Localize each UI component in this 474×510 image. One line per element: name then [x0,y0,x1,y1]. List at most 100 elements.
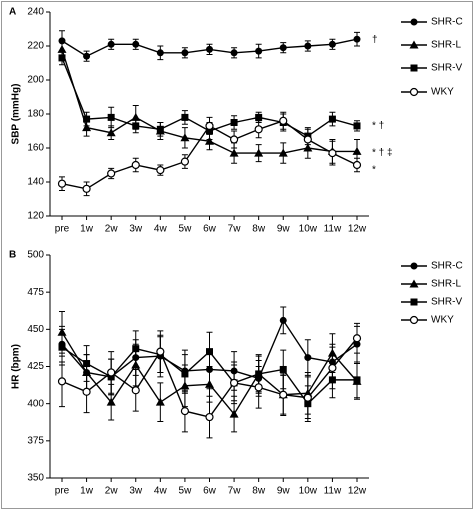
marker [352,146,362,155]
marker [254,148,264,157]
y-tick-label: 140 [27,177,44,188]
x-tick-label: 3w [129,224,143,235]
marker [230,49,238,57]
marker [255,47,263,55]
marker [132,40,140,48]
legend-label: SHR-L [431,279,461,290]
marker [328,40,336,48]
marker [82,123,92,132]
marker [156,166,165,175]
marker [303,393,312,402]
marker [353,376,361,384]
marker [229,135,239,144]
marker [107,169,116,178]
marker [107,113,115,121]
annotation: † [372,35,378,46]
marker [107,368,116,377]
panel-label: B [9,250,16,261]
marker [57,179,67,188]
marker [83,115,91,123]
marker [180,407,190,416]
y-tick-label: 425 [27,361,44,372]
marker [279,116,288,125]
x-tick-label: 4w [154,486,168,497]
marker [229,148,239,157]
marker [410,18,418,26]
marker [410,298,418,306]
marker [180,133,190,142]
x-tick-label: 9w [277,224,291,235]
y-axis-title: SBP (mmHg) [11,84,22,145]
legend-label: SHR-V [431,297,462,308]
y-tick-label: 450 [27,324,44,335]
marker [205,412,214,422]
annotation: * [372,165,376,176]
x-tick-label: pre [55,224,70,235]
marker [181,370,189,378]
marker [58,343,66,351]
marker [132,122,140,130]
marker [352,334,362,343]
legend-label: SHR-C [431,261,463,272]
x-tick-label: pre [55,486,70,497]
marker [229,409,239,418]
legend-label: SHR-L [431,40,461,51]
x-tick-label: 9w [277,486,291,497]
legend-label: SHR-V [431,63,462,74]
marker [156,49,164,57]
marker [181,49,189,57]
marker [131,160,140,170]
y-tick-label: 200 [27,75,44,86]
x-tick-label: 4w [154,224,168,235]
x-tick-label: 7w [228,224,242,235]
y-tick-label: 120 [27,211,44,222]
marker [132,345,140,353]
marker [155,397,165,406]
y-tick-label: 220 [27,41,44,52]
x-tick-label: 12w [348,486,367,497]
legend-label: WKY [431,315,454,326]
marker [304,42,312,50]
x-tick-label: 11w [324,486,342,497]
x-tick-label: 10w [299,486,318,497]
marker [353,35,361,43]
marker [410,262,418,270]
y-tick-label: 350 [27,473,44,484]
marker [206,45,213,53]
marker [352,160,362,170]
marker [328,149,337,158]
marker [409,279,419,288]
marker [106,397,116,406]
marker [254,383,263,392]
marker [353,122,361,130]
marker [180,157,190,166]
x-tick-label: 1w [80,224,94,235]
marker [156,125,164,133]
x-tick-label: 11w [324,224,342,235]
marker [255,113,263,121]
marker [82,184,91,193]
y-tick-label: 500 [27,250,44,261]
marker [328,363,337,373]
marker [181,113,189,121]
marker [83,52,91,60]
marker [410,64,418,72]
marker [57,377,67,386]
marker [409,315,419,325]
marker [206,348,213,356]
marker [409,87,419,97]
marker [279,390,288,399]
y-tick-label: 240 [27,7,44,18]
legend-label: SHR-C [431,17,463,28]
marker [254,125,263,134]
x-tick-label: 7w [228,486,242,497]
x-tick-label: 6w [203,224,217,235]
marker [58,54,66,62]
marker [83,360,91,368]
marker [131,386,140,395]
marker [205,136,214,145]
marker [409,40,419,49]
marker [106,128,116,137]
